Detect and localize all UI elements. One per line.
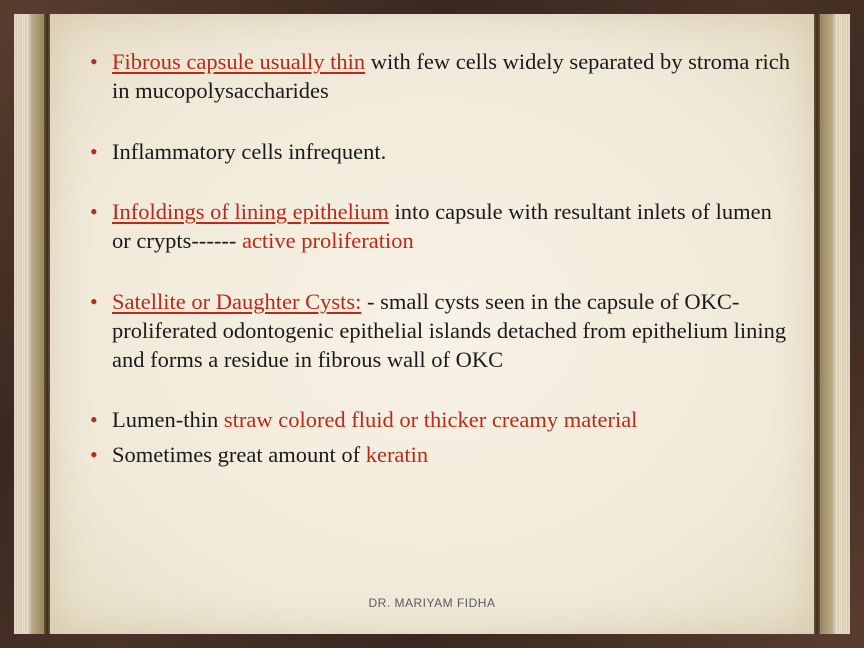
text-highlight: keratin (366, 442, 428, 467)
bullet-list: Fibrous capsule usually thin with few ce… (84, 48, 794, 470)
text-run: Inflammatory cells infrequent. (112, 139, 386, 164)
book-background: Fibrous capsule usually thin with few ce… (14, 14, 850, 634)
text-highlight: active proliferation (242, 228, 414, 253)
text-run: Lumen-thin (112, 407, 224, 432)
text-run: Sometimes great amount of (112, 442, 366, 467)
list-item: Fibrous capsule usually thin with few ce… (84, 48, 794, 106)
page-edges-right (820, 14, 850, 634)
list-item: Inflammatory cells infrequent. (84, 138, 794, 167)
list-item: Lumen-thin straw colored fluid or thicke… (84, 406, 794, 435)
page-content: Fibrous capsule usually thin with few ce… (50, 14, 814, 634)
text-highlight: Satellite or Daughter Cysts: (112, 289, 361, 314)
list-item: Satellite or Daughter Cysts: - small cys… (84, 288, 794, 374)
list-item: Infoldings of lining epithelium into cap… (84, 198, 794, 256)
text-highlight: straw colored fluid or thicker creamy ma… (224, 407, 638, 432)
author-watermark: DR. MARIYAM FIDHA (50, 596, 814, 610)
list-item: Sometimes great amount of keratin (84, 441, 794, 470)
text-highlight: Fibrous capsule usually thin (112, 49, 365, 74)
page-edges-left (14, 14, 44, 634)
text-highlight: Infoldings of lining epithelium (112, 199, 389, 224)
